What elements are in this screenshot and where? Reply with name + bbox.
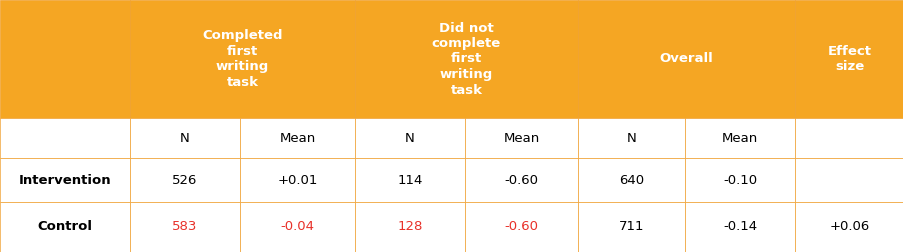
- Text: -0.60: -0.60: [504, 220, 538, 234]
- Bar: [794, 0, 903, 118]
- Text: 583: 583: [172, 220, 198, 234]
- Bar: [239, 158, 355, 202]
- Bar: [684, 158, 794, 202]
- Bar: [577, 118, 684, 158]
- Text: N: N: [405, 132, 414, 144]
- Bar: [355, 202, 464, 252]
- Bar: [355, 0, 577, 118]
- Text: -0.10: -0.10: [722, 173, 756, 186]
- Text: -0.14: -0.14: [722, 220, 756, 234]
- Bar: [464, 202, 577, 252]
- Bar: [794, 118, 903, 158]
- Text: Did not
complete
first
writing
task: Did not complete first writing task: [432, 21, 500, 97]
- Bar: [464, 158, 577, 202]
- Text: Mean: Mean: [721, 132, 758, 144]
- Bar: [0, 202, 130, 252]
- Bar: [355, 158, 464, 202]
- Bar: [239, 118, 355, 158]
- Bar: [130, 118, 239, 158]
- Text: Intervention: Intervention: [19, 173, 111, 186]
- Text: -0.04: -0.04: [280, 220, 314, 234]
- Bar: [0, 0, 130, 118]
- Bar: [130, 158, 239, 202]
- Text: 128: 128: [397, 220, 423, 234]
- Bar: [355, 118, 464, 158]
- Text: N: N: [180, 132, 190, 144]
- Bar: [130, 202, 239, 252]
- Bar: [239, 202, 355, 252]
- Text: N: N: [626, 132, 636, 144]
- Text: Effect
size: Effect size: [826, 45, 870, 73]
- Text: Overall: Overall: [659, 52, 712, 66]
- Bar: [794, 202, 903, 252]
- Text: 711: 711: [618, 220, 644, 234]
- Bar: [684, 202, 794, 252]
- Bar: [130, 0, 355, 118]
- Text: -0.60: -0.60: [504, 173, 538, 186]
- Text: 114: 114: [397, 173, 423, 186]
- Bar: [794, 158, 903, 202]
- Bar: [0, 158, 130, 202]
- Bar: [0, 118, 130, 158]
- Bar: [577, 202, 684, 252]
- Bar: [464, 118, 577, 158]
- Text: Mean: Mean: [279, 132, 315, 144]
- Text: Control: Control: [37, 220, 92, 234]
- Text: +0.01: +0.01: [277, 173, 317, 186]
- Text: +0.06: +0.06: [828, 220, 869, 234]
- Text: 526: 526: [172, 173, 198, 186]
- Bar: [577, 158, 684, 202]
- Text: Completed
first
writing
task: Completed first writing task: [202, 29, 283, 89]
- Bar: [684, 118, 794, 158]
- Bar: [577, 0, 794, 118]
- Text: 640: 640: [619, 173, 643, 186]
- Text: Mean: Mean: [503, 132, 539, 144]
